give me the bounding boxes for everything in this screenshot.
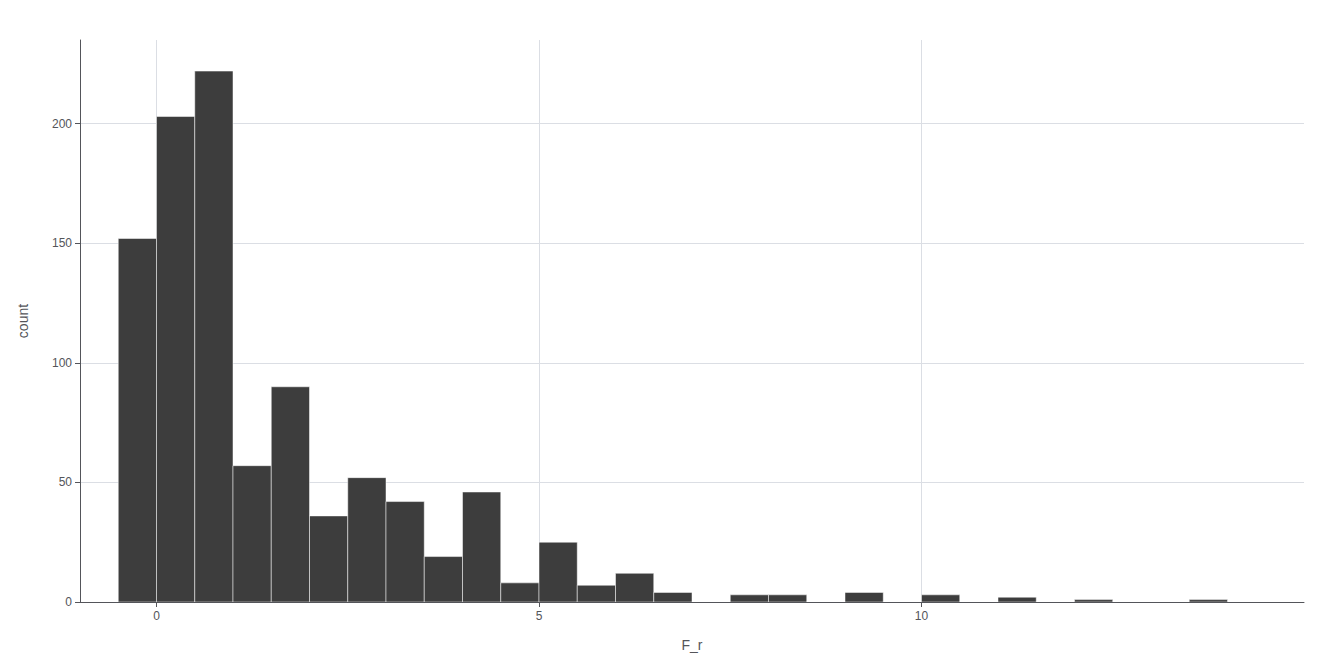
svg-text:10: 10 [915, 609, 929, 623]
svg-text:F_r: F_r [682, 637, 703, 653]
svg-text:200: 200 [52, 117, 72, 131]
svg-text:100: 100 [52, 356, 72, 370]
svg-text:count: count [15, 304, 31, 338]
svg-text:50: 50 [59, 475, 73, 489]
svg-text:150: 150 [52, 236, 72, 250]
svg-text:0: 0 [65, 595, 72, 609]
svg-text:0: 0 [153, 609, 160, 623]
svg-text:5: 5 [536, 609, 543, 623]
